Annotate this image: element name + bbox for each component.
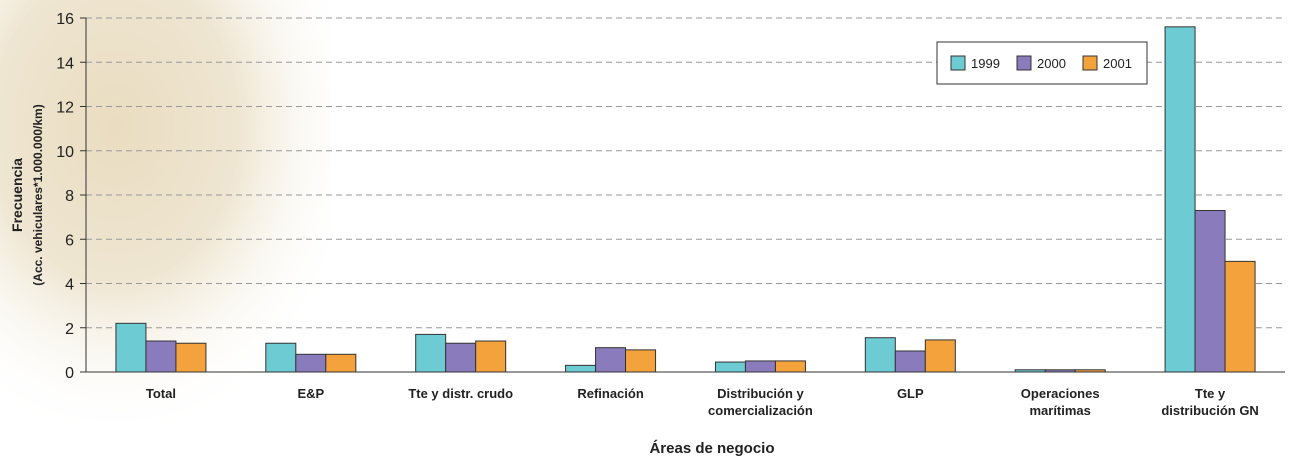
legend-label: 1999 [971,56,1000,71]
bar [714,361,746,373]
y-tick-label: 10 [56,144,74,161]
y-tick-label: 2 [65,321,74,338]
x-tick-label: Refinación [577,386,644,401]
y-tick-label: 8 [65,188,74,205]
bar [265,342,297,373]
bar [1044,369,1076,373]
bar [864,337,896,373]
legend-label: 2001 [1103,56,1132,71]
x-tick-label: GLP [897,386,924,401]
x-tick-label: Tte y distribución GN [1161,386,1259,418]
legend-swatch [950,55,966,71]
legend-box [936,41,1148,85]
legend-swatch [1016,55,1032,71]
bar [1074,369,1106,373]
y-tick-label: 14 [56,55,74,72]
bar [475,340,507,373]
bar [1164,26,1196,373]
bar [1014,369,1046,373]
x-tick-label: Operaciones marítimas [1021,386,1100,418]
x-tick-label: E&P [297,386,324,401]
bar [145,340,177,373]
y-label: Frecuencia [9,158,25,232]
y-tick-label: 6 [65,232,74,249]
x-label: Áreas de negocio [649,440,774,457]
bar [325,353,357,373]
y-tick-label: 12 [56,100,74,117]
bar [625,349,657,373]
bar [744,360,776,373]
legend-label: 2000 [1037,56,1066,71]
bar [894,350,926,373]
y-tick-label: 0 [65,365,74,382]
y-tick-label: 4 [65,277,74,294]
bar [295,353,327,373]
y-tick-label: 16 [56,11,74,28]
bar [774,360,806,373]
bar [565,364,597,373]
bar [595,347,627,373]
y-label-group: Frecuencia (Acc. vehiculares*1.000.000/k… [9,104,45,285]
x-tick-label: Distribución y comercialización [708,386,813,418]
bar [1224,260,1256,373]
bar [1194,209,1226,373]
y-label-sub: (Acc. vehiculares*1.000.000/km) [31,104,45,285]
bar [415,333,447,373]
bar [445,342,477,373]
x-tick-label: Tte y distr. crudo [408,386,513,401]
bar [175,342,207,373]
x-tick-label: Total [146,386,176,401]
bar [115,322,147,373]
legend-swatch [1082,55,1098,71]
bar [924,339,956,373]
